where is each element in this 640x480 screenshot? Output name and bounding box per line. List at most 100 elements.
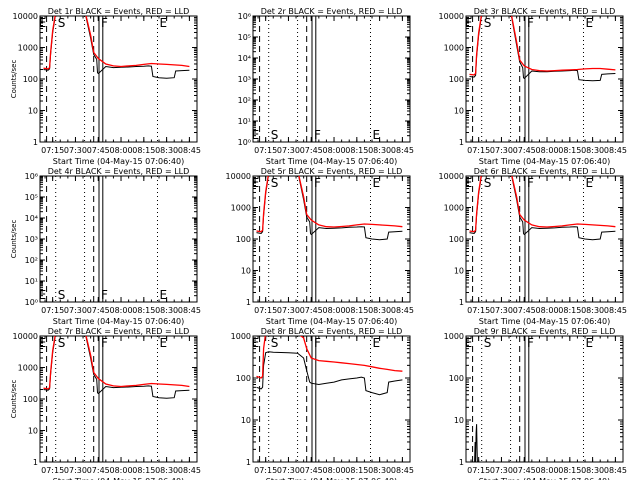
x-tick-label: 08:00 [323,306,346,315]
panel-title: Det 8r BLACK = Events, RED = LLD [261,327,403,336]
x-axis-label: Start Time (04-May-15 07:06:40) [53,317,184,326]
panel-2: Det 2r BLACK = Events, RED = LLD 10⁰ 10¹ 10… [238,7,414,166]
x-tick-label: 08:45 [391,466,414,475]
event-marker-label: S [484,176,492,190]
x-tick-label: 07:30 [277,466,300,475]
event-marker-label: E [252,128,260,142]
y-tick-label: 10¹ [25,277,38,286]
x-tick-label: 07:30 [64,306,87,315]
event-marker-label: E [585,16,593,30]
series-group [43,16,190,79]
y-tick-label: 10 [454,267,464,276]
x-tick-label: 08:45 [178,466,201,475]
x-tick-label: 08:45 [604,466,627,475]
x-tick-label: 08:15 [132,146,155,155]
x-tick-label: 08:30 [368,466,391,475]
plot-frame [465,335,624,463]
series-line-lld [469,176,616,233]
y-tick-label: 10000 [226,172,251,181]
y-tick-label: 1000 [18,44,38,53]
x-tick-label: 08:00 [110,146,133,155]
series-group [256,176,403,241]
y-tick-label: 1000 [444,204,464,213]
y-tick-label: 100 [449,235,464,244]
y-tick-label: 1 [33,138,38,147]
event-marker-label: E [372,176,380,190]
y-tick-label: 100 [23,75,38,84]
y-tick-label: 1 [459,138,464,147]
panel-5: Det 5r BLACK = Events, RED = LLD 1 10 100 10… [226,167,414,326]
x-tick-label: 07:30 [490,466,513,475]
event-marker-label: S [58,336,66,350]
x-tick-label: 08:00 [110,306,133,315]
x-tick-label: 07:45 [300,146,323,155]
panel-6: Det 6r BLACK = Events, RED = LLD 1 10 100 10… [439,167,627,326]
x-tick-label: 08:00 [536,466,559,475]
y-tick-label: 1 [459,298,464,307]
y-tick-label: 1 [33,458,38,467]
y-tick-label: 10⁶ [25,172,38,181]
series-group [474,424,478,462]
y-axis-label: Counts/sec [10,220,18,259]
series-line-lld [43,336,190,390]
event-marker-label: E [465,336,473,350]
x-tick-label: 07:15 [254,466,277,475]
y-tick-label: 10⁴ [238,54,251,63]
event-marker-label: E [159,336,167,350]
y-tick-label: 10⁴ [25,214,38,223]
panel-3: Det 3r BLACK = Events, RED = LLD 1 10 100 10… [439,7,627,166]
panel-title: Det 9r BLACK = Events, RED = LLD [474,327,616,336]
x-tick-label: 08:30 [368,306,391,315]
event-marker-label: E [39,288,47,302]
event-marker-label: F [314,128,321,142]
x-tick-label: 08:00 [536,306,559,315]
x-tick-label: 07:45 [300,306,323,315]
y-tick-label: 10³ [25,235,38,244]
event-marker-label: S [58,16,66,30]
x-tick-label: 07:30 [277,146,300,155]
y-tick-label: 10⁶ [238,12,251,21]
series-group [469,176,616,241]
panel-title: Det 6r BLACK = Events, RED = LLD [474,167,616,176]
y-tick-label: 1000 [444,332,464,341]
series-line-events [256,351,403,396]
y-tick-label: 10³ [238,75,251,84]
x-tick-label: 08:15 [345,146,368,155]
y-axis-label: Counts/sec [10,380,18,419]
x-axis-label: Start Time (04-May-15 07:06:40) [266,477,397,480]
x-tick-label: 08:15 [345,306,368,315]
event-marker-label: F [527,336,534,350]
x-tick-label: 08:15 [132,306,155,315]
event-marker-label: E [252,336,260,350]
x-axis-label: Start Time (04-May-15 07:06:40) [53,477,184,480]
x-tick-label: 08:30 [581,146,604,155]
y-tick-label: 1 [246,458,251,467]
panel-9: Det 9r BLACK = Events, RED = LLD 1 10 100 10… [444,327,627,480]
panel-8: Det 8r BLACK = Events, RED = LLD 1 10 100 10… [231,327,414,480]
x-tick-label: 08:45 [391,306,414,315]
y-tick-label: 10⁰ [238,138,251,147]
x-tick-label: 08:45 [604,306,627,315]
event-marker-label: E [465,16,473,30]
x-tick-label: 07:30 [277,306,300,315]
series-group [256,336,403,396]
x-tick-label: 07:15 [467,306,490,315]
panel-title: Det 5r BLACK = Events, RED = LLD [261,167,403,176]
x-tick-label: 07:15 [467,146,490,155]
event-marker-label: F [101,288,108,302]
event-marker-label: S [58,288,66,302]
plot-frame [252,335,411,463]
x-axis-label: Start Time (04-May-15 07:06:40) [266,157,397,166]
panel-title: Det 4r BLACK = Events, RED = LLD [48,167,190,176]
event-marker-label: E [372,128,380,142]
event-marker-label: E [465,176,473,190]
event-marker-label: E [159,16,167,30]
y-tick-label: 1000 [444,44,464,53]
x-tick-label: 08:30 [155,466,178,475]
x-tick-label: 08:30 [581,306,604,315]
event-marker-label: F [314,336,321,350]
x-tick-label: 07:45 [87,306,110,315]
y-tick-label: 10⁵ [238,33,251,42]
x-tick-label: 08:30 [368,146,391,155]
